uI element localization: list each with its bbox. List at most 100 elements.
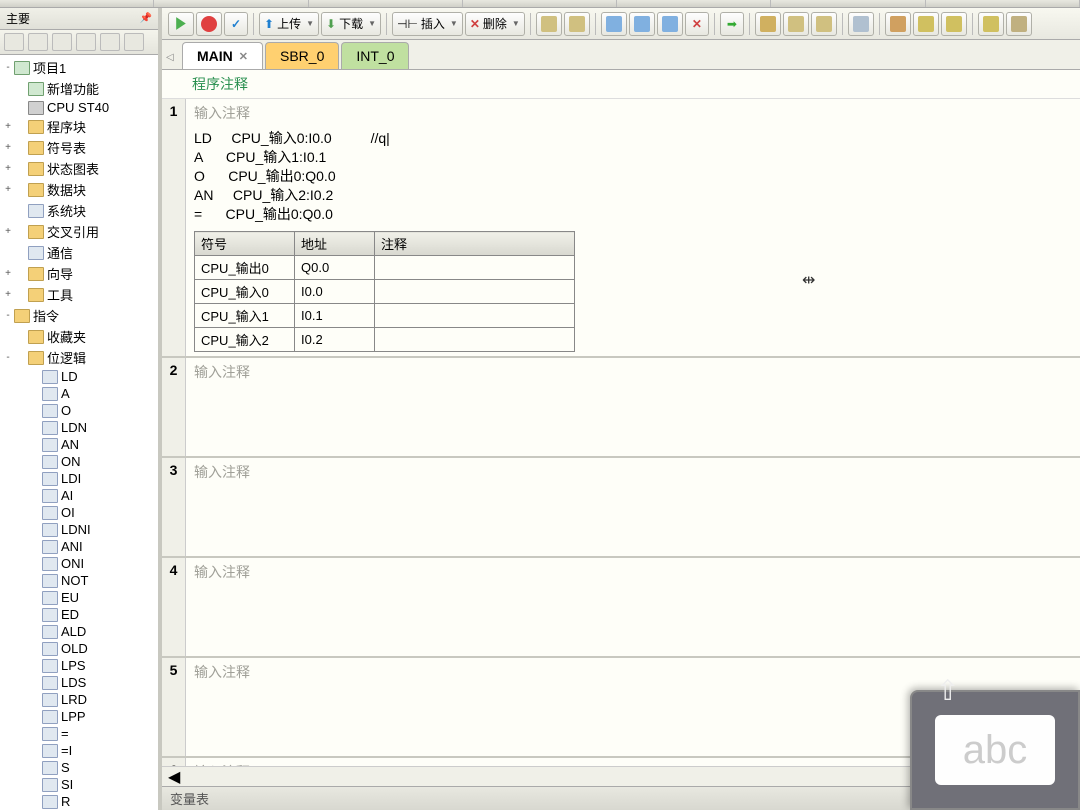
- tree-instr-LDNI[interactable]: LDNI: [0, 521, 158, 538]
- tree-instr-LD[interactable]: LD: [0, 368, 158, 385]
- tree-instr-NOT[interactable]: NOT: [0, 572, 158, 589]
- tab-main[interactable]: MAIN✕: [182, 42, 263, 69]
- tool-btn-10[interactable]: [848, 12, 874, 36]
- view-btn-1[interactable]: [4, 33, 24, 51]
- tree-数据块[interactable]: +数据块: [0, 179, 158, 200]
- key-button[interactable]: [978, 12, 1004, 36]
- tool-btn-3[interactable]: [601, 12, 627, 36]
- tree-CPU ST40[interactable]: CPU ST40: [0, 99, 158, 116]
- network-number: 1: [162, 99, 186, 356]
- tree-instr-LDS[interactable]: LDS: [0, 674, 158, 691]
- tree-instr-ANI[interactable]: ANI: [0, 538, 158, 555]
- program-comment[interactable]: 程序注释: [162, 70, 1080, 99]
- tool-btn-14[interactable]: [1006, 12, 1032, 36]
- tree-系统块[interactable]: 系统块: [0, 200, 158, 221]
- tree-状态图表[interactable]: +状态图表: [0, 158, 158, 179]
- tree-instr-O[interactable]: O: [0, 402, 158, 419]
- tool-btn-12[interactable]: [913, 12, 939, 36]
- ime-text: abc: [935, 715, 1055, 785]
- tab-sbr[interactable]: SBR_0: [265, 42, 339, 69]
- tool-btn-9[interactable]: [811, 12, 837, 36]
- tree-instructions[interactable]: -指令: [0, 305, 158, 326]
- tree-instr-R[interactable]: R: [0, 793, 158, 810]
- close-icon[interactable]: ✕: [239, 50, 248, 63]
- tree-bit-logic[interactable]: -位逻辑: [0, 347, 158, 368]
- view-btn-4[interactable]: [76, 33, 96, 51]
- panel-title-bar: 主要 📌: [0, 8, 158, 30]
- tree-instr-ONI[interactable]: ONI: [0, 555, 158, 572]
- lock-button[interactable]: [755, 12, 781, 36]
- tree-instr-=I[interactable]: =I: [0, 742, 158, 759]
- tab-int[interactable]: INT_0: [341, 42, 409, 69]
- network-comment[interactable]: 输入注释: [194, 103, 1072, 123]
- network-comment[interactable]: 输入注释: [194, 362, 1072, 382]
- tool-btn-7[interactable]: ➡: [720, 12, 744, 36]
- network-4: 4输入注释: [162, 558, 1080, 658]
- tree-instr-SI[interactable]: SI: [0, 776, 158, 793]
- network-number: 3: [162, 458, 186, 556]
- network-number: 5: [162, 658, 186, 756]
- panel-title: 主要: [6, 10, 30, 27]
- tree-instr-ED[interactable]: ED: [0, 606, 158, 623]
- tree-instr-EU[interactable]: EU: [0, 589, 158, 606]
- tree-工具[interactable]: +工具: [0, 284, 158, 305]
- tool-btn-4[interactable]: [629, 12, 655, 36]
- tree-instr-AI[interactable]: AI: [0, 487, 158, 504]
- insert-button[interactable]: ⊣⊢插入▼: [392, 12, 463, 36]
- tool-btn-2[interactable]: [564, 12, 590, 36]
- tree-instr-ALD[interactable]: ALD: [0, 623, 158, 640]
- tool-btn-8[interactable]: [783, 12, 809, 36]
- splitter-cursor-icon: ⇹: [802, 270, 815, 290]
- view-btn-2[interactable]: [28, 33, 48, 51]
- variable-table-label: 变量表: [170, 789, 209, 808]
- tree-instr-OI[interactable]: OI: [0, 504, 158, 521]
- tree-instr-LPP[interactable]: LPP: [0, 708, 158, 725]
- tool-btn-6[interactable]: ✕: [685, 12, 709, 36]
- tree-程序块[interactable]: +程序块: [0, 116, 158, 137]
- compile-button[interactable]: ✓: [224, 12, 248, 36]
- tree-instr-LDI[interactable]: LDI: [0, 470, 158, 487]
- view-btn-5[interactable]: [100, 33, 120, 51]
- stl-code[interactable]: LD CPU_输入0:I0.0 //q|A CPU_输入1:I0.1 O CPU…: [194, 129, 1072, 223]
- view-btn-6[interactable]: [124, 33, 144, 51]
- tool-btn-11[interactable]: [885, 12, 911, 36]
- scroll-left-icon[interactable]: ◀: [168, 767, 180, 787]
- tool-btn-13[interactable]: [941, 12, 967, 36]
- tree-instr-LDN[interactable]: LDN: [0, 419, 158, 436]
- delete-button[interactable]: ✕删除▼: [465, 12, 525, 36]
- tree-instr-LPS[interactable]: LPS: [0, 657, 158, 674]
- tab-nav-left[interactable]: ◁: [166, 52, 182, 69]
- tree-符号表[interactable]: +符号表: [0, 137, 158, 158]
- tree-instr-LRD[interactable]: LRD: [0, 691, 158, 708]
- download-button[interactable]: ⬇下载▼: [321, 12, 381, 36]
- symbol-table[interactable]: 符号地址注释CPU_输出0Q0.0CPU_输入0I0.0CPU_输入1I0.1C…: [194, 231, 575, 352]
- view-btn-3[interactable]: [52, 33, 72, 51]
- menu-bar-stub: [0, 0, 1080, 8]
- tree-交叉引用[interactable]: +交叉引用: [0, 221, 158, 242]
- tree-instr-S[interactable]: S: [0, 759, 158, 776]
- panel-toolbar: [0, 30, 158, 55]
- tree-favorites[interactable]: 收藏夹: [0, 326, 158, 347]
- tool-btn-1[interactable]: [536, 12, 562, 36]
- tool-btn-5[interactable]: [657, 12, 683, 36]
- tree-新增功能[interactable]: 新增功能: [0, 78, 158, 99]
- tree-向导[interactable]: +向导: [0, 263, 158, 284]
- tree-instr-OLD[interactable]: OLD: [0, 640, 158, 657]
- tree-instr-=[interactable]: =: [0, 725, 158, 742]
- tree-通信[interactable]: 通信: [0, 242, 158, 263]
- program-editor[interactable]: 程序注释 1 输入注释 LD CPU_输入0:I0.0 //q|A CPU_输入…: [162, 70, 1080, 766]
- tree-instr-AN[interactable]: AN: [0, 436, 158, 453]
- tree-instr-ON[interactable]: ON: [0, 453, 158, 470]
- stop-button[interactable]: [196, 12, 222, 36]
- network-comment[interactable]: 输入注释: [194, 562, 1072, 582]
- run-button[interactable]: [168, 12, 194, 36]
- shift-icon: ⇧: [936, 674, 959, 707]
- upload-button[interactable]: ⬆上传▼: [259, 12, 319, 36]
- project-tree[interactable]: -项目1新增功能CPU ST40+程序块+符号表+状态图表+数据块系统块+交叉引…: [0, 55, 158, 810]
- tree-project[interactable]: -项目1: [0, 57, 158, 78]
- ime-popup: ⇧ abc: [910, 690, 1080, 810]
- network-number: 2: [162, 358, 186, 456]
- tree-instr-A[interactable]: A: [0, 385, 158, 402]
- pin-icon[interactable]: 📌: [140, 13, 152, 24]
- network-comment[interactable]: 输入注释: [194, 462, 1072, 482]
